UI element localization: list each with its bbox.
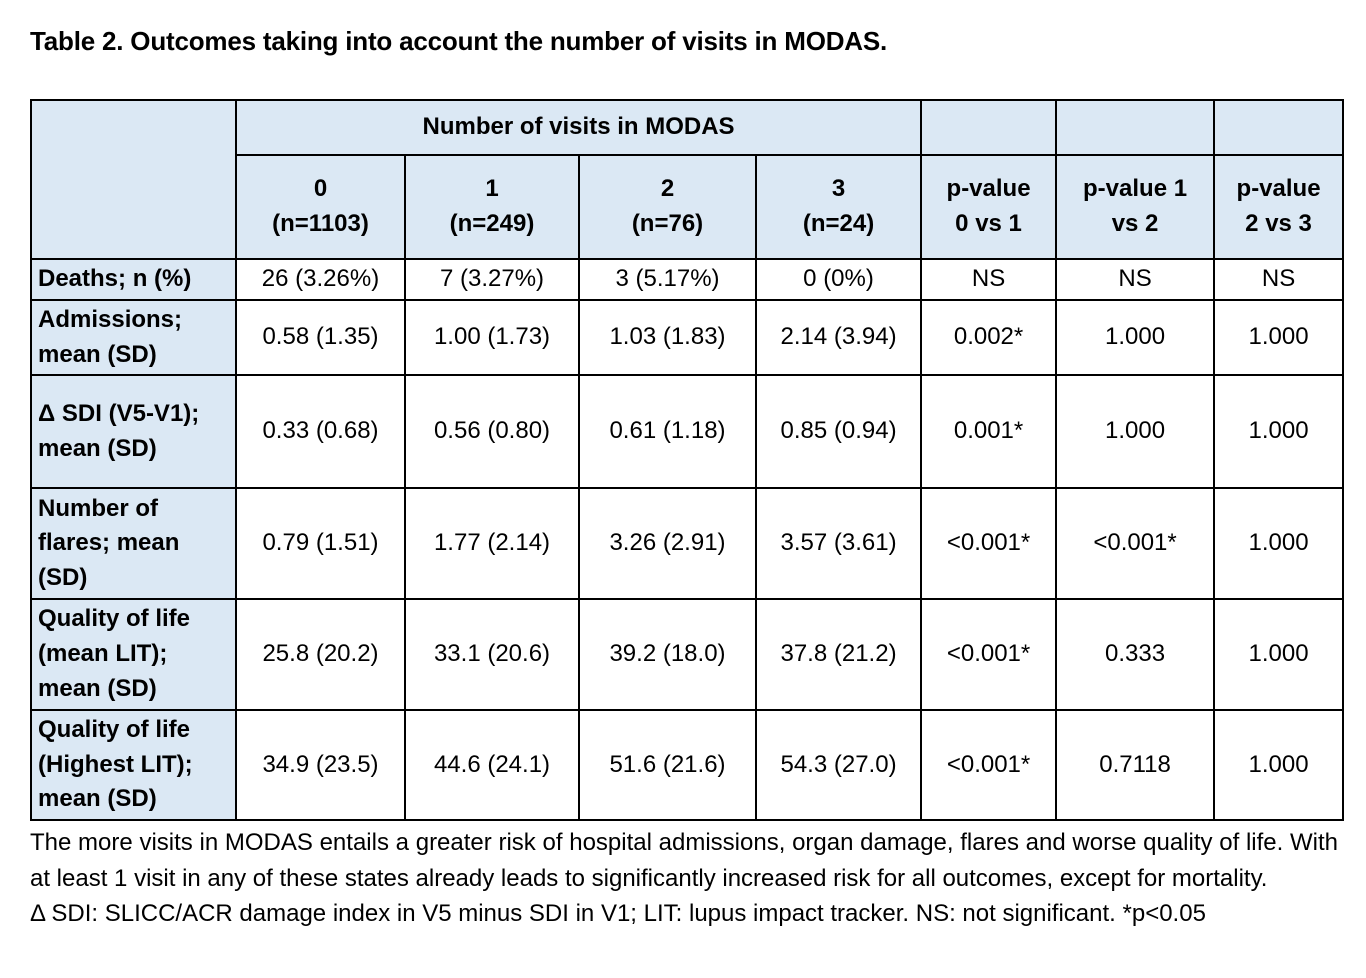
table-row-deaths: Deaths; n (%) 26 (3.26%) 7 (3.27%) 3 (5.…: [30, 258, 1345, 301]
table-cell: 3 (5.17%): [578, 258, 757, 301]
table-cell: 1.000: [1213, 374, 1345, 490]
table-cell: 44.6 (24.1): [404, 708, 580, 822]
column-header-visits-3: 3 (n=24): [754, 154, 923, 260]
table-cell: 0.7118: [1055, 708, 1216, 822]
table-cell: 1.000: [1055, 374, 1216, 490]
header-row-group: Number of visits in MODAS: [30, 99, 1345, 260]
table-cell: 2.14 (3.94): [754, 298, 923, 377]
visit-n-label: (n=249): [449, 210, 535, 237]
visit-count-label: 0: [313, 175, 328, 203]
table-cell: 0.56 (0.80): [404, 374, 580, 490]
visit-count-label: 3: [831, 175, 846, 203]
table-cell: 1.000: [1055, 298, 1216, 377]
table-cell: 34.9 (23.5): [235, 708, 406, 822]
corner-cell: [30, 99, 237, 260]
table-cell: 1.000: [1213, 708, 1345, 822]
column-header-pvalue-1v2: p-value 1 vs 2: [1055, 154, 1216, 260]
table-cell: 54.3 (27.0): [754, 708, 923, 822]
visit-count-label: 1: [485, 175, 499, 203]
column-header-pvalue-2v3: p-value 2 vs 3: [1213, 154, 1345, 260]
table-cell: NS: [1213, 258, 1345, 301]
table-cell: NS: [920, 258, 1058, 301]
table-cell: 37.8 (21.2): [754, 598, 923, 711]
table-cell: 0.58 (1.35): [235, 298, 406, 377]
table-row-qol-highest-lit: Quality of life (Highest LIT); mean (SD)…: [30, 708, 1345, 822]
pvalue-header-line: vs 2: [1111, 210, 1159, 237]
pvalue-header-line: p-value 1: [1083, 175, 1188, 203]
table-cell: 39.2 (18.0): [578, 598, 757, 711]
table-title: Table 2. Outcomes taking into account th…: [30, 26, 888, 56]
pvalue-header-line: 2 vs 3: [1245, 210, 1312, 237]
pvalue-header-line: p-value: [946, 175, 1031, 203]
table-cell: 0.85 (0.94): [754, 374, 923, 490]
table-cell: <0.001*: [1055, 487, 1216, 601]
table-cell: 0.79 (1.51): [235, 487, 406, 601]
empty-header-cell: [1055, 99, 1216, 156]
column-header-visits-1: 1 (n=249): [404, 154, 580, 260]
table-row-sdi-change: Δ SDI (V5-V1); mean (SD) 0.33 (0.68) 0.5…: [30, 374, 1345, 490]
table-cell: 3.26 (2.91): [578, 487, 757, 601]
table-row-qol-mean-lit: Quality of life (mean LIT); mean (SD) 25…: [30, 598, 1345, 711]
row-label: Quality of life (Highest LIT); mean (SD): [30, 708, 237, 822]
table-caption-text: The more visits in MODAS entails a great…: [30, 829, 1338, 892]
table-cell: <0.001*: [920, 487, 1058, 601]
row-label: Admissions; mean (SD): [30, 298, 237, 377]
column-header-visits-2: 2 (n=76): [578, 154, 757, 260]
table-cell: 1.00 (1.73): [404, 298, 580, 377]
group-header-visits: Number of visits in MODAS: [234, 99, 923, 156]
table-row-flares: Number of flares; mean (SD) 0.79 (1.51) …: [30, 487, 1345, 601]
table-cell: 1.000: [1213, 598, 1345, 711]
table-cell: <0.001*: [920, 598, 1058, 711]
visit-n-label: (n=24): [802, 210, 875, 237]
outcomes-table: Number of visits in MODAS 0 (n=1103) 1 (…: [30, 99, 1345, 822]
column-header-visits-0: 0 (n=1103): [235, 154, 406, 260]
table-cell: 1.77 (2.14): [404, 487, 580, 601]
table-cell: 0.001*: [920, 374, 1058, 490]
header-row-columns: 0 (n=1103) 1 (n=249) 2 (n=76) 3 (n=24) p…: [31, 154, 1345, 260]
table-cell: 3.57 (3.61): [754, 487, 923, 601]
row-label: Δ SDI (V5-V1); mean (SD): [30, 374, 237, 490]
table-cell: 51.6 (21.6): [578, 708, 757, 822]
table-cell: 0 (0%): [754, 258, 923, 301]
pvalue-header-line: 0 vs 1: [955, 210, 1022, 237]
column-header-pvalue-0v1: p-value 0 vs 1: [920, 154, 1058, 260]
empty-header-cell: [1213, 99, 1345, 156]
visit-count-label: 2: [660, 175, 675, 203]
visit-n-label: (n=1103): [272, 210, 369, 237]
table-cell: 26 (3.26%): [235, 258, 406, 301]
table-cell: 0.33 (0.68): [235, 374, 406, 490]
visit-n-label: (n=76): [631, 210, 704, 237]
table-cell: 1.000: [1213, 298, 1345, 377]
table-cell: 33.1 (20.6): [404, 598, 580, 711]
table-notes: The more visits in MODAS entails a great…: [30, 825, 1338, 932]
table-row-admissions: Admissions; mean (SD) 0.58 (1.35) 1.00 (…: [30, 298, 1345, 377]
table-cell: 0.333: [1055, 598, 1216, 711]
row-label: Deaths; n (%): [30, 258, 237, 301]
table-cell: 0.61 (1.18): [578, 374, 757, 490]
table-cell: <0.001*: [920, 708, 1058, 822]
table-cell: 25.8 (20.2): [235, 598, 406, 711]
table-footnote-abbreviations: Δ SDI: SLICC/ACR damage index in V5 minu…: [30, 900, 1206, 928]
table-cell: NS: [1055, 258, 1216, 301]
table-cell: 7 (3.27%): [404, 258, 580, 301]
table-cell: 1.000: [1213, 487, 1345, 601]
table-cell: 0.002*: [920, 298, 1058, 377]
row-label: Number of flares; mean (SD): [30, 487, 237, 601]
row-label: Quality of life (mean LIT); mean (SD): [30, 598, 237, 711]
pvalue-header-line: p-value: [1236, 175, 1321, 203]
empty-header-cell: [920, 99, 1058, 156]
table-cell: 1.03 (1.83): [578, 298, 757, 377]
